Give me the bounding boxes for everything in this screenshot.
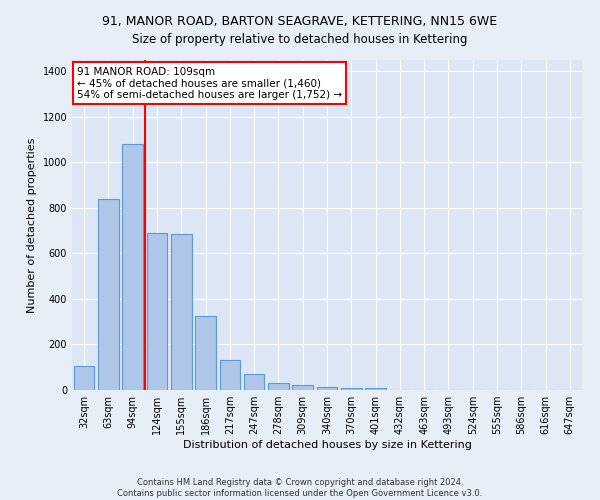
Y-axis label: Number of detached properties: Number of detached properties [27,138,37,312]
Bar [122,144,143,390]
Bar [220,360,240,390]
Bar [195,316,216,390]
X-axis label: Distribution of detached houses by size in Kettering: Distribution of detached houses by size … [182,440,472,450]
Bar [171,234,191,390]
Text: Size of property relative to detached houses in Kettering: Size of property relative to detached ho… [132,32,468,46]
Bar [317,386,337,390]
Bar [98,199,119,390]
Bar [292,386,313,390]
Bar [268,383,289,390]
Bar [365,388,386,390]
Text: 91 MANOR ROAD: 109sqm
← 45% of detached houses are smaller (1,460)
54% of semi-d: 91 MANOR ROAD: 109sqm ← 45% of detached … [77,66,342,100]
Bar [244,374,265,390]
Bar [341,388,362,390]
Bar [74,366,94,390]
Bar [146,233,167,390]
Text: 91, MANOR ROAD, BARTON SEAGRAVE, KETTERING, NN15 6WE: 91, MANOR ROAD, BARTON SEAGRAVE, KETTERI… [103,15,497,28]
Text: Contains HM Land Registry data © Crown copyright and database right 2024.
Contai: Contains HM Land Registry data © Crown c… [118,478,482,498]
